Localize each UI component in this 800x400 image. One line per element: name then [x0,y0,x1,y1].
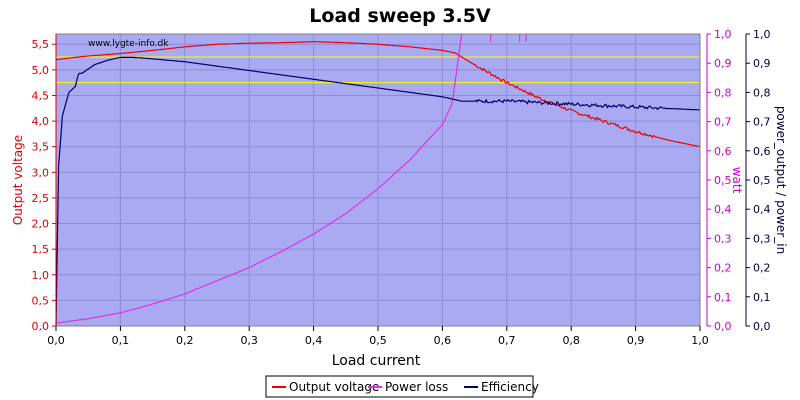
left-tick-label-7: 3,5 [32,141,50,154]
x-tick-label-0: 0,0 [47,334,65,347]
legend-label-2: Efficiency [481,380,539,394]
right2-tick-label-6: 0,6 [753,145,771,158]
series-group [55,33,701,327]
reference-lines [56,56,700,84]
efficiency-axis-title: power_output / power_in [774,106,788,254]
right2-tick-label-10: 1,0 [753,28,771,41]
x-tick-label-3: 0,3 [240,334,258,347]
right1-tick-label-4: 0,4 [714,203,732,216]
right1-tick-label-8: 0,8 [714,86,732,99]
right1-tick-label-3: 0,3 [714,232,732,245]
x-tick-label-2: 0,2 [176,334,194,347]
right1-tick-label-0: 0,0 [714,320,732,333]
legend: Output voltage Power loss Efficiency [265,375,539,398]
right2-tick-label-3: 0,3 [753,232,771,245]
legend-box [265,375,534,398]
left-tick-label-6: 3,0 [32,166,50,179]
chart-title: Load sweep 3.5V [309,5,491,27]
x-tick-label-5: 0,5 [369,334,387,347]
right1-tick-label-10: 1,0 [714,28,732,41]
right1-tick-label-9: 0,9 [714,57,732,70]
series-line-power-loss [55,33,463,324]
left-tick-label-8: 4,0 [32,115,50,128]
right2-tick-label-5: 0,5 [753,174,771,187]
legend-label-1: Power loss [385,380,448,394]
x-tick-label-6: 0,6 [434,334,452,347]
right2-tick-label-8: 0,8 [753,86,771,99]
left-tick-label-11: 5,5 [32,38,50,51]
left-tick-label-3: 1,5 [32,243,50,256]
x-tick-label-4: 0,4 [305,334,323,347]
right2-tick-label-2: 0,2 [753,262,771,275]
right2-tick-label-9: 0,9 [753,57,771,70]
right2-tick-label-1: 0,1 [753,291,771,304]
left-tick-label-4: 2,0 [32,218,50,231]
left-tick-label-0: 0,0 [32,320,50,333]
right1-tick-label-2: 0,2 [714,262,732,275]
watermark: www.lygte-info.dk [88,39,169,49]
right1-tick-label-7: 0,7 [714,116,732,129]
x-tick-label-8: 0,8 [562,334,580,347]
right1-tick-label-6: 0,6 [714,145,732,158]
grid [55,34,701,327]
x-axis-title: Load current [332,353,421,369]
x-tick-label-9: 0,9 [627,334,645,347]
right2-tick-label-7: 0,7 [753,116,771,129]
left-axis-title: Output voltage [11,135,25,225]
x-tick-label-7: 0,7 [498,334,516,347]
right1-tick-label-5: 0,5 [714,174,732,187]
right1-tick-label-1: 0,1 [714,291,732,304]
axes: 0,0 0,1 0,2 0,3 0,4 0,5 0,6 0,7 0,8 0,9 1,0 0,0 0,5 1… [32,28,771,347]
left-tick-label-5: 2,5 [32,192,50,205]
series-line-output-voltage [55,41,701,148]
watt-axis-title: watt [730,167,744,194]
left-tick-label-9: 4,5 [32,89,50,102]
legend-label-0: Output voltage [289,380,379,394]
left-tick-label-2: 1,0 [32,269,50,282]
left-tick-label-1: 0,5 [32,294,50,307]
right2-tick-label-4: 0,4 [753,203,771,216]
series-line-efficiency [55,56,700,327]
x-tick-label-10: 1,0 [691,334,709,347]
right2-tick-label-0: 0,0 [753,320,771,333]
x-tick-label-1: 0,1 [112,334,130,347]
left-tick-label-10: 5,0 [32,64,50,77]
